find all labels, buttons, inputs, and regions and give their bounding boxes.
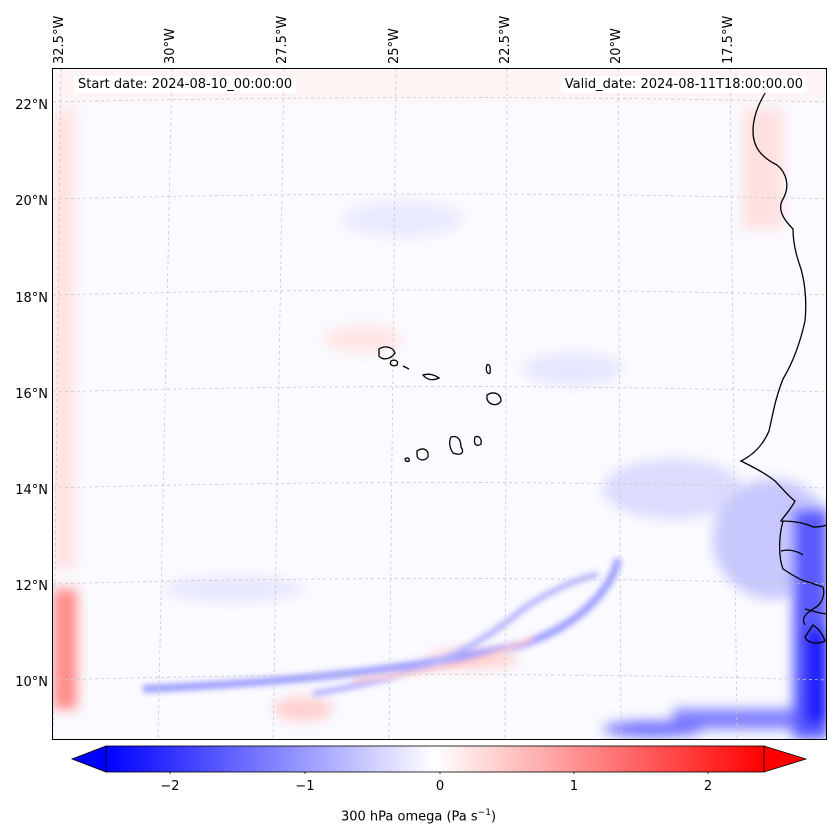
colorbar-tick-0: 0: [435, 779, 445, 794]
lon-label-22.5w: 22.5°W: [498, 15, 513, 64]
lat-label-20n: 20°N: [15, 194, 48, 209]
start-date-label: Start date: 2024-08-10_00:00:00: [74, 76, 297, 93]
lon-label-20w: 20°W: [609, 28, 624, 64]
omega-field-map: [53, 69, 826, 739]
colorbar-label: 300 hPa omega (Pa s−1): [340, 808, 497, 825]
lon-label-30w: 30°W: [163, 28, 178, 64]
colorbar-tick-neg1: −1: [295, 779, 315, 794]
colorbar-gradient: [105, 745, 765, 773]
valid-date-label: Valid_date: 2024-08-11T18:00:00.00: [560, 76, 807, 93]
omega-bands: [142, 558, 622, 697]
lon-label-17.5w: 17.5°W: [721, 15, 736, 64]
lat-label-14n: 14°N: [15, 483, 48, 498]
gridlines: [53, 69, 826, 739]
map-background: [53, 69, 826, 739]
colorbar-tick-2: 2: [703, 779, 713, 794]
lon-label-32.5w: 32.5°W: [52, 15, 67, 64]
colorbar: [70, 745, 808, 774]
lat-label-10n: 10°N: [15, 675, 48, 690]
colorbar-max-arrow: [763, 745, 808, 773]
lat-label-12n: 12°N: [15, 579, 48, 594]
lon-label-25w: 25°W: [387, 28, 402, 64]
map-panel: [52, 68, 827, 740]
lat-label-22n: 22°N: [15, 98, 48, 113]
lon-label-27.5w: 27.5°W: [275, 15, 290, 64]
colorbar-tick-1: 1: [569, 779, 579, 794]
lat-label-18n: 18°N: [15, 291, 48, 306]
colorbar-tick-marks: [169, 772, 709, 774]
lat-label-16n: 16°N: [15, 387, 48, 402]
colorbar-min-arrow: [70, 745, 107, 773]
coastlines: [378, 84, 826, 644]
colorbar-tick-neg2: −2: [160, 779, 180, 794]
